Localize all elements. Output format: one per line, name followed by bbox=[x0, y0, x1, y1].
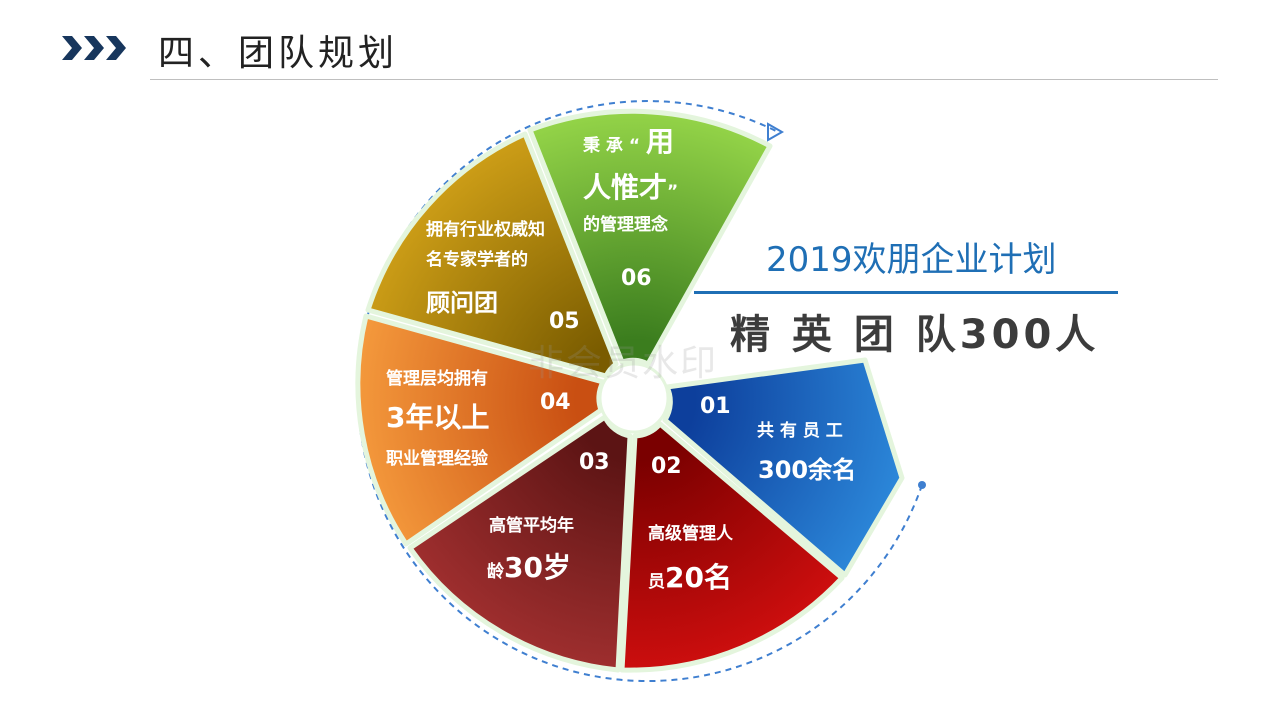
segment-03-line2: 龄30岁 bbox=[487, 546, 571, 586]
segment-04-line3: 职业管理经验 bbox=[386, 449, 488, 469]
plan-headline: 精 英 团 队300人 bbox=[730, 312, 1100, 358]
segment-03-line2-large: 30岁 bbox=[504, 551, 571, 584]
plan-divider bbox=[694, 291, 1118, 294]
header-divider bbox=[150, 79, 1218, 80]
wheel-hub bbox=[598, 362, 670, 434]
segment-02-line2-small: 员 bbox=[648, 572, 665, 592]
segment-03-line2-small: 龄 bbox=[487, 562, 504, 582]
segment-05-line1: 拥有行业权威知 bbox=[426, 220, 545, 240]
segment-04-number: 04 bbox=[540, 390, 571, 415]
segment-02-line2-large: 20名 bbox=[665, 561, 732, 594]
segment-02-line1: 高级管理人 bbox=[648, 524, 733, 544]
dashed-outer-arc bbox=[356, 100, 923, 682]
segment-05-number: 05 bbox=[549, 309, 580, 334]
segment-06-line1-large: 用 bbox=[646, 125, 675, 158]
segment-04-line1: 管理层均拥有 bbox=[386, 369, 488, 389]
plan-title: 2019欢朋企业计划 bbox=[766, 240, 1057, 280]
arc-end-dot bbox=[918, 481, 926, 489]
segment-06-line2-quote: ” bbox=[667, 182, 679, 202]
segment-06-line1: 秉 承 “用 bbox=[583, 120, 674, 160]
segment-02 bbox=[619, 421, 845, 673]
segment-05-line2: 名专家学者的 bbox=[426, 250, 528, 270]
segment-06-number: 06 bbox=[621, 266, 652, 291]
segment-03-line1: 高管平均年 bbox=[489, 516, 574, 536]
watermark: 非会员水印 bbox=[528, 343, 719, 384]
segment-06-line1-small: 秉 承 “ bbox=[583, 136, 641, 156]
segment-02-number: 02 bbox=[651, 454, 682, 479]
arc-arrowhead bbox=[767, 122, 785, 142]
segment-06 bbox=[527, 108, 773, 367]
segment-03 bbox=[407, 414, 633, 673]
segment-02-line2: 员20名 bbox=[648, 556, 732, 596]
segment-04-line2: 3年以上 bbox=[386, 401, 490, 434]
segment-01-line1: 共 有 员 工 bbox=[757, 421, 843, 441]
segment-05-line3: 顾问团 bbox=[426, 289, 498, 317]
segment-05 bbox=[365, 131, 619, 379]
segment-01-number: 01 bbox=[700, 394, 731, 419]
segment-06-line3: 的管理理念 bbox=[583, 215, 668, 235]
segment-03-number: 03 bbox=[579, 450, 610, 475]
segment-06-line2: 人惟才” bbox=[583, 166, 678, 206]
chevrons-icon bbox=[62, 36, 126, 60]
segment-01-line2: 300余名 bbox=[758, 456, 857, 484]
segment-06-line2-text: 人惟才 bbox=[583, 171, 668, 204]
page-title: 四、团队规划 bbox=[158, 33, 399, 74]
